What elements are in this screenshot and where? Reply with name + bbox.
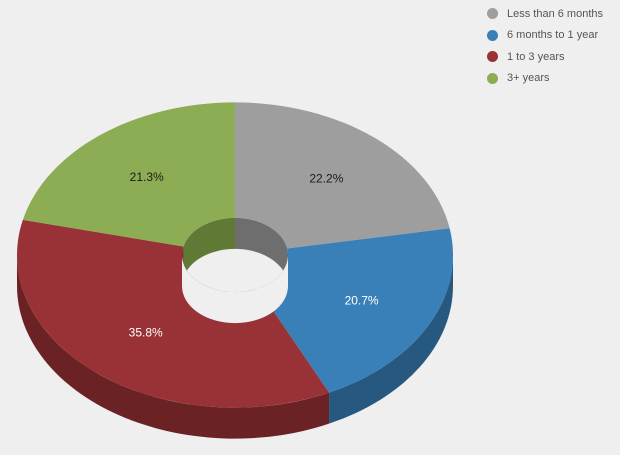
- slice-side-wall: [17, 255, 330, 439]
- legend-label: 3+ years: [507, 72, 550, 85]
- legend-swatch: [487, 72, 498, 84]
- legend-item[interactable]: 6 months to 1 year: [487, 25, 618, 47]
- donut-hole: [182, 255, 288, 324]
- slice-label: 22.2%: [309, 172, 343, 186]
- slice-label: 35.8%: [129, 326, 163, 340]
- legend-label: 6 months to 1 year: [507, 29, 599, 42]
- slice-label: 21.3%: [130, 170, 164, 184]
- legend-swatch: [487, 8, 498, 20]
- slice-label: 20.7%: [345, 294, 379, 308]
- legend-item[interactable]: 3+ years: [487, 68, 618, 90]
- legend-label: Less than 6 months: [507, 7, 604, 20]
- pie-slice: [257, 228, 454, 393]
- legend-item[interactable]: 1 to 3 years: [487, 46, 618, 68]
- legend-swatch: [487, 51, 498, 63]
- legend-label: 1 to 3 years: [507, 50, 565, 63]
- slice-inner-wall: [235, 217, 288, 280]
- pie-slice: [235, 102, 450, 249]
- slice-side-wall: [329, 255, 453, 424]
- chart-legend: Less than 6 months 6 months to 1 year 1 …: [487, 3, 618, 89]
- slice-inner-wall: [183, 217, 235, 278]
- pie-slice: [16, 219, 330, 408]
- legend-item[interactable]: Less than 6 months: [487, 3, 618, 25]
- legend-swatch: [487, 29, 498, 41]
- pie-slice: [22, 102, 235, 247]
